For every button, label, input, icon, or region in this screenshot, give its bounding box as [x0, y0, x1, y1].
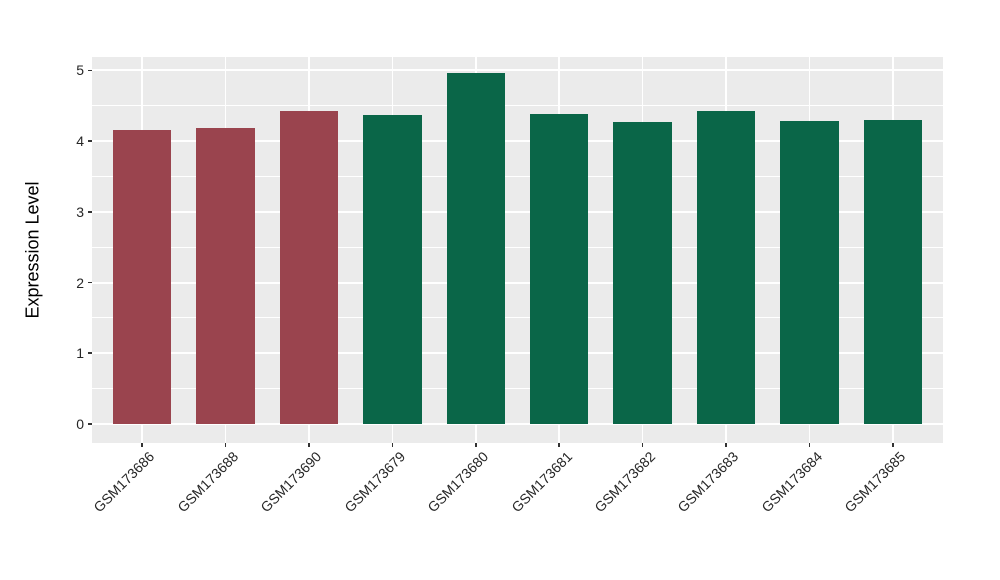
x-axis-tick [308, 443, 310, 447]
y-tick-label: 3 [76, 203, 84, 220]
y-axis-tick [88, 281, 92, 284]
x-tick-label: GSM173688 [174, 448, 242, 516]
bar-GSM173688 [196, 128, 255, 424]
y-tick-label: 4 [76, 133, 84, 150]
bar-GSM173683 [696, 110, 756, 424]
gridline-major-y [92, 69, 943, 72]
y-axis-tick [88, 423, 92, 425]
x-tick-label: GSM173684 [758, 448, 826, 516]
gridline-minor-y [92, 105, 943, 107]
x-axis-tick [224, 443, 227, 447]
x-tick-label: GSM173683 [674, 448, 742, 516]
bar-GSM173681 [530, 113, 589, 424]
x-tick-label: GSM173679 [341, 448, 408, 516]
gridline-minor-y [92, 388, 943, 390]
x-axis-tick [725, 443, 727, 447]
y-tick-label: 0 [76, 415, 84, 432]
bar-GSM173686 [112, 129, 172, 424]
gridline-major-y [92, 140, 943, 143]
y-axis-tick [88, 211, 92, 213]
y-tick-label: 2 [76, 274, 84, 291]
y-axis-title: Expression Level [22, 181, 43, 319]
gridline-major-y [92, 210, 943, 213]
x-tick-label: GSM173685 [841, 448, 909, 516]
bar-GSM173684 [780, 121, 839, 424]
gridline-minor-y [92, 246, 943, 248]
gridline-major-y [92, 281, 943, 284]
x-axis-tick [558, 443, 560, 447]
y-tick-label: 5 [76, 62, 84, 79]
plot-panel [92, 57, 943, 443]
x-axis-tick [641, 443, 644, 447]
bar-GSM173685 [863, 119, 923, 424]
bar-GSM173690 [279, 110, 339, 424]
x-tick-label: GSM173681 [507, 448, 575, 516]
x-axis-tick [141, 443, 143, 447]
y-axis-tick [88, 352, 92, 354]
x-axis-tick [475, 443, 477, 447]
gridline-major-y [92, 422, 943, 425]
gridline-minor-y [92, 317, 943, 319]
x-tick-label: GSM173686 [90, 448, 158, 516]
x-tick-label: GSM173682 [591, 448, 659, 516]
gridline-major-y [92, 352, 943, 355]
x-tick-label: GSM173690 [257, 448, 325, 516]
x-axis-tick [808, 443, 811, 447]
y-axis-tick [88, 140, 92, 142]
y-tick-label: 1 [76, 345, 84, 362]
bar-GSM173682 [613, 122, 672, 424]
bar-GSM173680 [446, 73, 505, 424]
x-axis-tick [391, 443, 394, 447]
x-axis-tick [892, 443, 894, 447]
bar-GSM173679 [363, 114, 422, 424]
x-tick-label: GSM173680 [424, 448, 492, 516]
y-axis-tick [88, 69, 92, 72]
gridline-minor-y [92, 175, 943, 177]
